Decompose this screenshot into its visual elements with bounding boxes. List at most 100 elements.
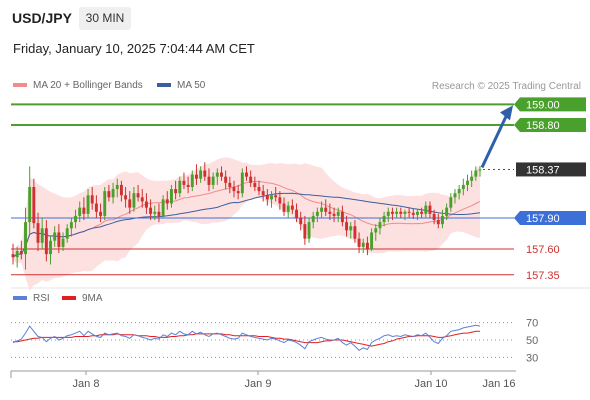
candle-body bbox=[174, 189, 178, 194]
candle-body bbox=[32, 187, 36, 224]
candle-body bbox=[282, 203, 286, 212]
candle-body bbox=[124, 195, 128, 200]
candle-body bbox=[107, 191, 111, 198]
candle-body bbox=[307, 222, 311, 239]
candle-body bbox=[466, 180, 469, 185]
candle-body bbox=[140, 197, 144, 202]
candle-body bbox=[99, 211, 103, 216]
candle-body bbox=[236, 191, 240, 194]
candle-body bbox=[278, 197, 282, 204]
candle-body bbox=[199, 170, 203, 179]
candle-body bbox=[382, 215, 386, 223]
candle-body bbox=[320, 207, 324, 212]
legend-ma20: MA 20 + Bollinger Bands bbox=[13, 80, 143, 91]
candle-body bbox=[403, 211, 407, 214]
current-price-box bbox=[516, 162, 586, 177]
candle-body bbox=[295, 209, 298, 218]
ma20-swatch bbox=[13, 83, 27, 88]
rsi-tick-70: 70 bbox=[526, 318, 538, 330]
level-box-157-90 bbox=[514, 210, 586, 225]
candle-body bbox=[290, 205, 294, 210]
candle-body bbox=[332, 213, 336, 216]
rsi-ma-swatch bbox=[62, 296, 76, 301]
candle-body bbox=[390, 211, 394, 214]
candle-body bbox=[40, 228, 44, 243]
level-label-158-80: 158.80 bbox=[526, 120, 560, 132]
candle-body bbox=[270, 195, 273, 200]
candle-body bbox=[432, 213, 436, 221]
candle-body bbox=[182, 180, 186, 185]
candle-body bbox=[324, 207, 328, 212]
candle-body bbox=[132, 193, 136, 208]
candle-body bbox=[228, 182, 232, 187]
candle-body bbox=[119, 184, 123, 196]
candle-body bbox=[232, 187, 236, 192]
candle-body bbox=[457, 189, 461, 194]
candle-body bbox=[249, 176, 253, 183]
level-label-157-35: 157.35 bbox=[526, 270, 560, 282]
candle-body bbox=[90, 195, 94, 204]
level-label-157-60: 157.60 bbox=[526, 244, 560, 256]
candle-body bbox=[28, 187, 32, 223]
candle-body bbox=[353, 226, 357, 239]
candle-body bbox=[399, 211, 403, 214]
candle-body bbox=[357, 238, 361, 247]
candle-body bbox=[149, 207, 153, 214]
candle-body bbox=[349, 226, 353, 231]
candle-body bbox=[461, 184, 465, 190]
ma50-swatch bbox=[157, 83, 171, 88]
legend-rsi: RSI bbox=[13, 293, 50, 304]
candle-body bbox=[261, 191, 265, 196]
level-box-159-00 bbox=[514, 97, 586, 112]
candle-body bbox=[378, 222, 382, 229]
candle-body bbox=[245, 172, 248, 177]
candle-body bbox=[374, 228, 378, 233]
candle-body bbox=[441, 215, 444, 225]
legend-ma20-label: MA 20 + Bollinger Bands bbox=[33, 80, 143, 91]
timeframe-badge[interactable]: 30 MIN bbox=[79, 7, 131, 30]
candle-body bbox=[11, 254, 15, 258]
x-tick-label: Jan 16 bbox=[482, 378, 515, 390]
candle-body bbox=[415, 211, 419, 215]
candle-body bbox=[186, 184, 190, 187]
candle-body bbox=[361, 242, 365, 247]
candle-body bbox=[169, 189, 173, 204]
candle-body bbox=[470, 176, 474, 181]
candle-body bbox=[86, 195, 90, 214]
candle-body bbox=[274, 195, 278, 198]
candle-body bbox=[94, 203, 98, 212]
candle-body bbox=[190, 174, 194, 187]
candle-body bbox=[178, 180, 182, 194]
candle-body bbox=[420, 211, 424, 214]
ma50-line bbox=[12, 192, 481, 258]
candle-body bbox=[407, 211, 411, 213]
current-price-label: 158.37 bbox=[526, 164, 560, 176]
candle-body bbox=[240, 172, 244, 194]
candle-body bbox=[370, 232, 374, 249]
candle-body bbox=[111, 189, 115, 198]
candle-body bbox=[265, 195, 269, 200]
rsi-line bbox=[12, 324, 481, 352]
candle-body bbox=[78, 207, 82, 216]
candle-body bbox=[224, 176, 228, 183]
candle-body bbox=[220, 172, 223, 177]
candle-body bbox=[315, 211, 319, 216]
candle-body bbox=[165, 199, 169, 204]
candle-body bbox=[365, 242, 369, 249]
research-credit: Research © 2025 Trading Central bbox=[431, 81, 581, 92]
candle-body bbox=[49, 240, 52, 255]
candle-body bbox=[445, 207, 449, 216]
forecast-arrow-head bbox=[500, 105, 513, 121]
candle-body bbox=[153, 211, 157, 214]
candle-body bbox=[345, 222, 349, 231]
candle-body bbox=[303, 224, 307, 239]
candle-body bbox=[474, 170, 478, 177]
bollinger-band-fill bbox=[13, 157, 480, 291]
candle-body bbox=[299, 217, 303, 225]
candle-body bbox=[257, 187, 261, 192]
candle-body bbox=[82, 207, 86, 214]
candle-body bbox=[195, 174, 198, 179]
candle-body bbox=[453, 193, 457, 198]
level-label-159-00: 159.00 bbox=[526, 99, 560, 111]
